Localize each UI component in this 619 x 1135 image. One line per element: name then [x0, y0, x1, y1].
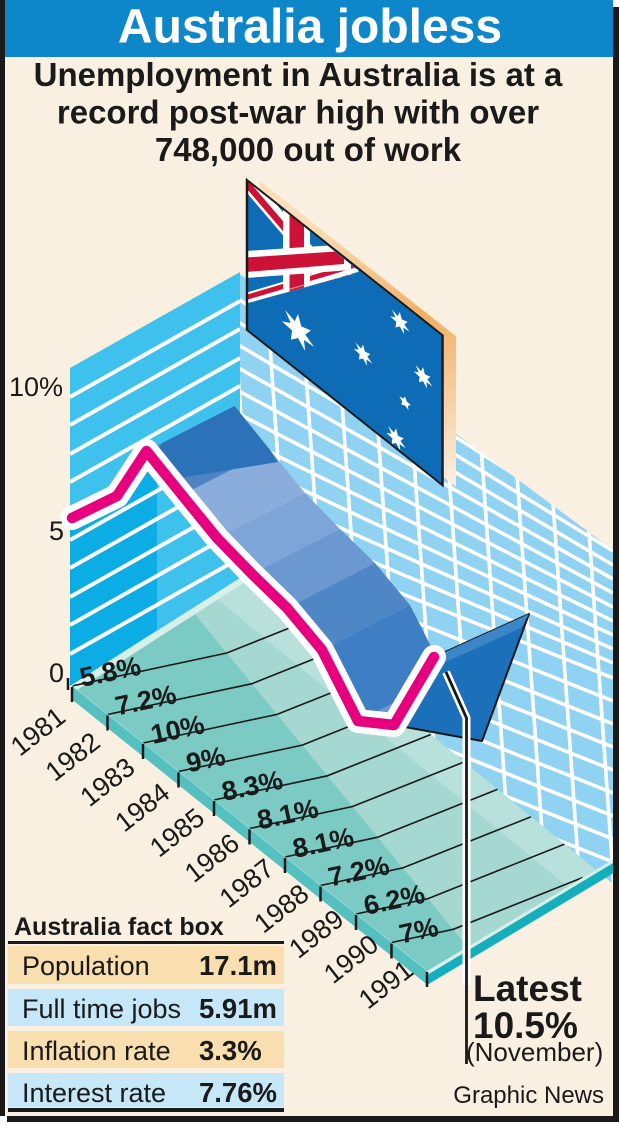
svg-text:Unemployment in Australia is a: Unemployment in Australia is at a: [34, 56, 563, 93]
svg-text:3.3%: 3.3%: [199, 1035, 262, 1066]
svg-text:Australia jobless: Australia jobless: [118, 1, 502, 54]
svg-text:Graphic News: Graphic News: [453, 1082, 604, 1109]
svg-text:5.91m: 5.91m: [199, 993, 277, 1024]
svg-text:17.1m: 17.1m: [199, 950, 277, 981]
svg-text:748,000 out of work: 748,000 out of work: [155, 131, 462, 168]
svg-text:10%: 10%: [9, 372, 63, 402]
svg-text:Australia fact box: Australia fact box: [14, 913, 224, 941]
svg-text:record post-war high with over: record post-war high with over: [57, 94, 539, 131]
svg-text:5: 5: [49, 516, 64, 546]
svg-text:Inflation rate: Inflation rate: [22, 1036, 171, 1066]
svg-text:10.5%: 10.5%: [473, 1005, 578, 1046]
svg-text:0: 0: [49, 658, 64, 688]
svg-text:Interest rate: Interest rate: [22, 1078, 166, 1108]
svg-text:Full time jobs: Full time jobs: [22, 994, 181, 1024]
svg-text:7.76%: 7.76%: [199, 1077, 277, 1108]
svg-text:Latest: Latest: [473, 968, 582, 1009]
svg-text:Population: Population: [22, 951, 150, 981]
svg-text:(November): (November): [466, 1037, 603, 1067]
